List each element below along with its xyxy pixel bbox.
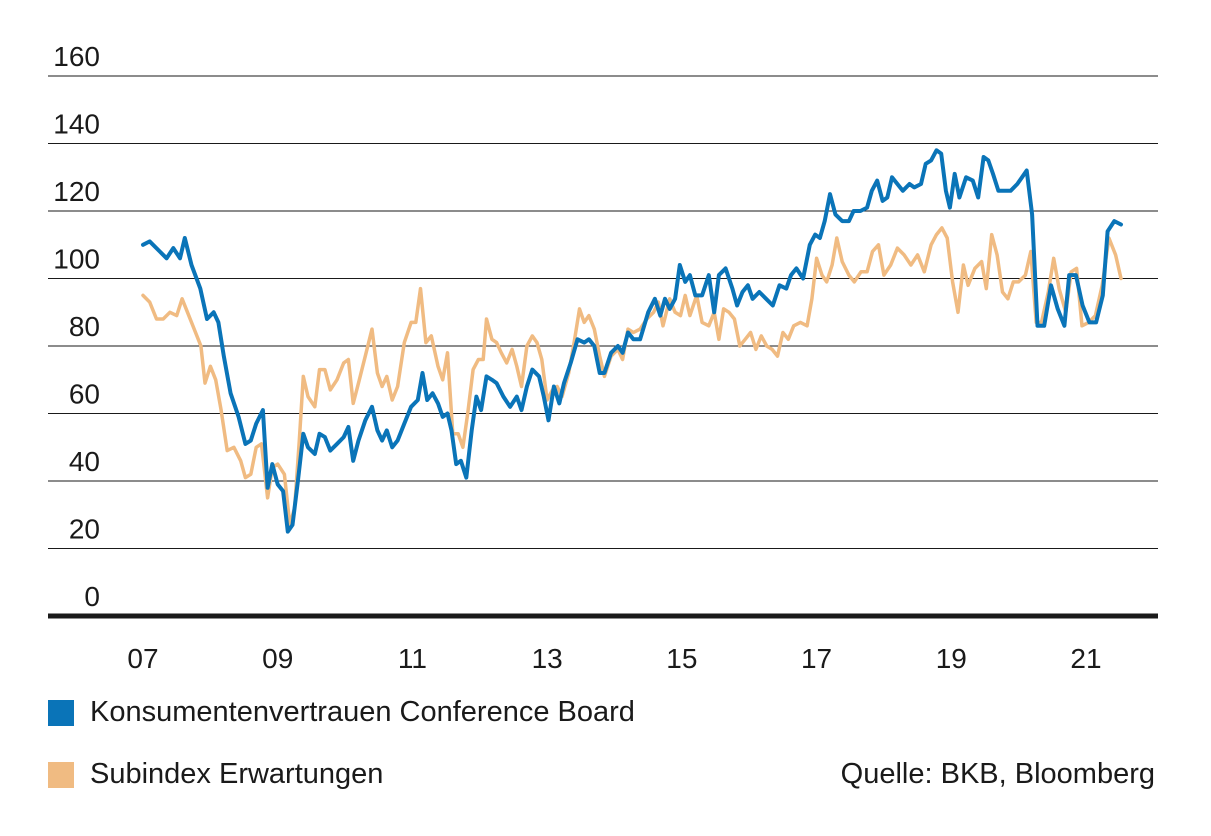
legend-swatch-orange <box>48 761 74 788</box>
y-tick-label: 140 <box>53 109 100 140</box>
gridlines <box>48 75 1158 549</box>
x-tick-label: 11 <box>398 643 427 674</box>
x-tick-label: 07 <box>127 643 158 674</box>
series-line-subindex-erwartungen <box>141 226 1123 527</box>
source-note: Quelle: BKB, Bloomberg <box>840 758 1155 790</box>
legend-label: Subindex Erwartungen <box>90 758 384 790</box>
x-tick-label: 21 <box>1070 643 1101 674</box>
y-tick-label: 40 <box>69 446 100 477</box>
y-tick-label: 80 <box>69 311 100 342</box>
y-tick-label: 20 <box>69 514 100 545</box>
legend-item-konsumentenvertrauen: Konsumentenvertrauen Conference Board <box>48 696 635 729</box>
y-axis-ticks: 0 20 40 60 80 100 120 140 160 <box>53 41 100 612</box>
line-chart: 0 20 40 60 80 100 120 140 160 07 09 11 13 15 17 19 21 <box>48 41 1158 674</box>
series-line-konsumentenvertrauen <box>141 148 1123 534</box>
y-tick-label: 100 <box>53 244 100 275</box>
x-tick-label: 13 <box>532 643 563 674</box>
legend-item-subindex-erwartungen: Subindex Erwartungen <box>48 758 383 791</box>
series-lines <box>141 148 1123 534</box>
x-axis-ticks: 07 09 11 13 15 17 19 21 <box>127 643 1101 674</box>
y-tick-label: 160 <box>53 41 100 72</box>
y-tick-label: 0 <box>84 581 100 612</box>
x-tick-label: 17 <box>801 643 832 674</box>
x-tick-label: 09 <box>262 643 293 674</box>
y-tick-label: 60 <box>69 379 100 410</box>
x-tick-label: 15 <box>666 643 697 674</box>
legend-swatch-blue <box>48 699 74 726</box>
y-tick-label: 120 <box>53 176 100 207</box>
legend-label: Konsumentenvertrauen Conference Board <box>90 696 635 728</box>
x-tick-label: 19 <box>936 643 967 674</box>
